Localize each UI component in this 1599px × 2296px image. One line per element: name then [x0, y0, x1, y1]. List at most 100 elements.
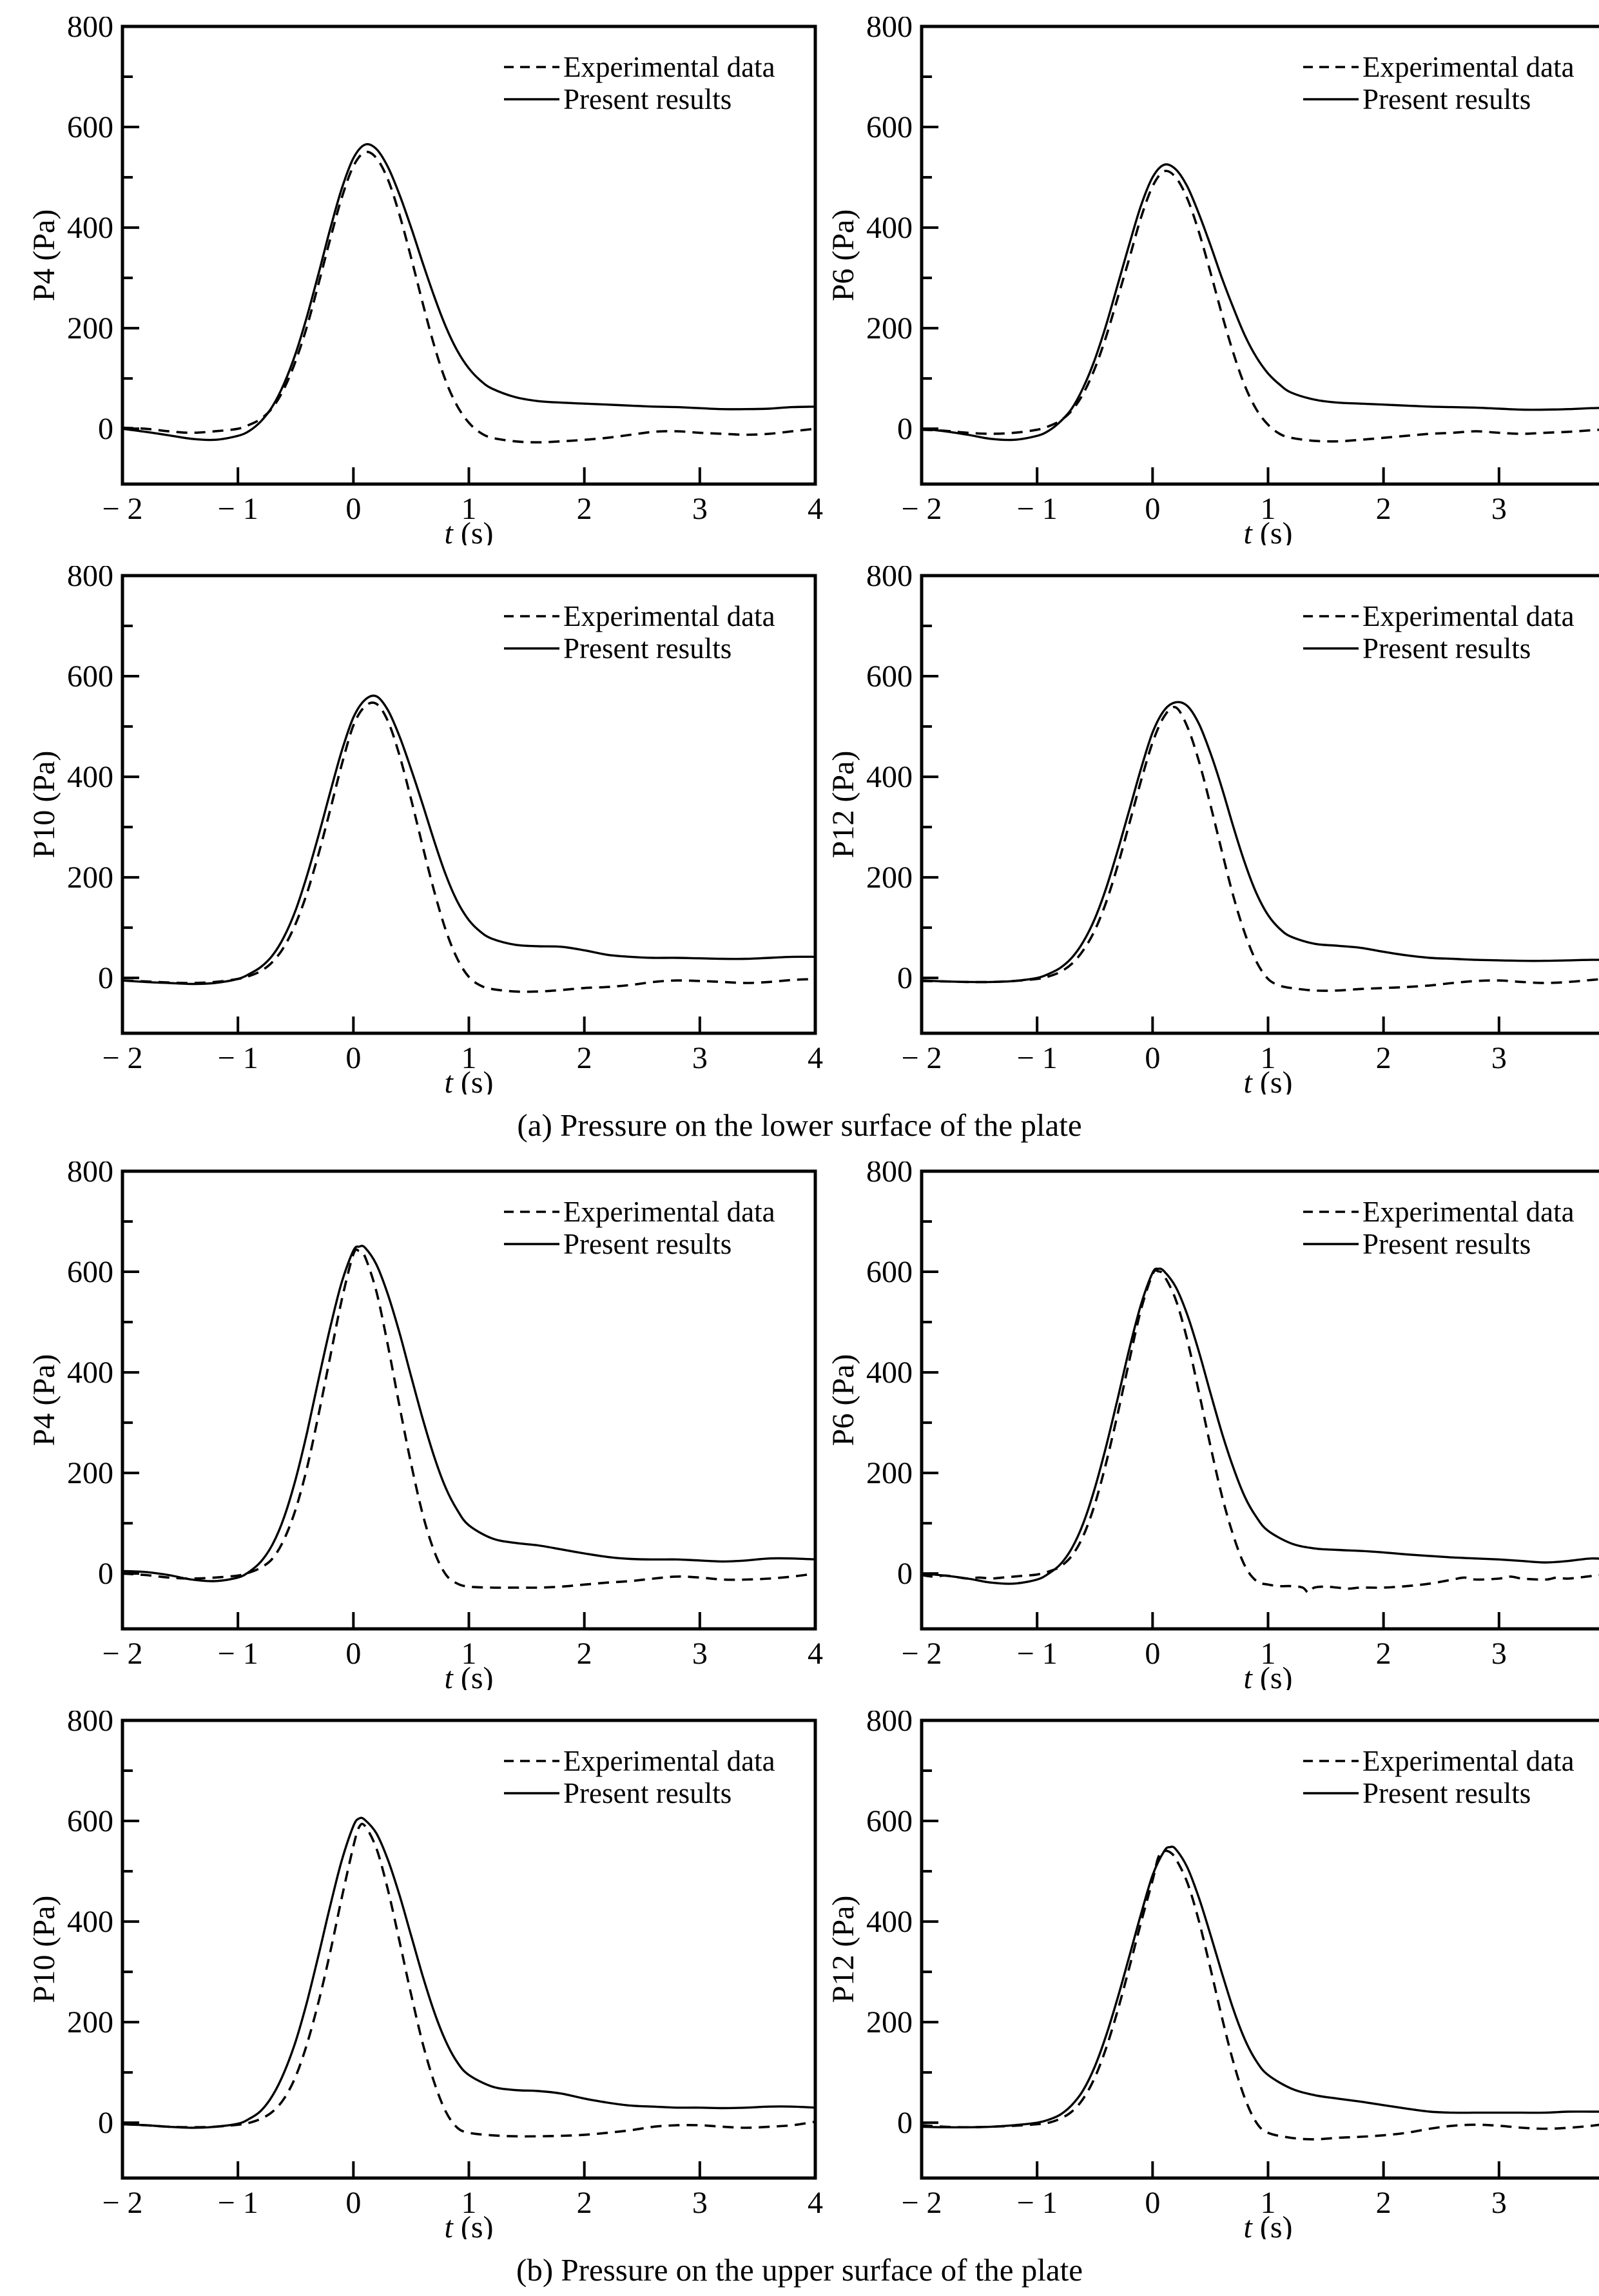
y-tick-label: 0 [98, 1557, 113, 1591]
y-axis-title: P6 (Pa) [826, 209, 860, 302]
x-tick-label: 1 [461, 492, 477, 526]
y-tick-label: 0 [98, 2106, 113, 2140]
x-tick-label: − 2 [901, 1637, 942, 1671]
x-tick-label: 4 [808, 492, 823, 526]
y-tick-label: 0 [897, 412, 913, 446]
x-tick-label: − 1 [1017, 1637, 1058, 1671]
x-tick-label: 2 [1376, 1637, 1391, 1671]
y-tick-label: 800 [866, 566, 913, 593]
x-tick-label: − 2 [102, 1041, 142, 1075]
section-a: − 2− 1 0 1 2 3 4 0 200 400 600 800 Experimental dat… [0, 6, 1599, 1151]
x-tick-label: 1 [461, 1637, 477, 1671]
legend-label-experimental: Experimental data [563, 51, 775, 83]
legend-label-experimental: Experimental data [1362, 1745, 1575, 1777]
curve-present [122, 1816, 816, 2129]
plot-a-p10: − 2 − 1 0 1 2 3 4 0 200 400 600 800 Experimental dat… [27, 566, 823, 1094]
chart-a-p10: − 2 − 1 0 1 2 3 4 0 200 400 600 800 Experimental dat… [26, 566, 825, 1094]
y-tick-label: 400 [866, 760, 913, 794]
curve-present [122, 142, 816, 442]
x-tick-label: − 2 [901, 1041, 942, 1075]
y-axis-title: P10 (Pa) [27, 1896, 61, 2003]
y-tick-label: 200 [866, 2005, 913, 2039]
legend-label-experimental: Experimental data [563, 1196, 775, 1228]
y-tick-label: 600 [866, 1804, 913, 1838]
caption-b: (b) Pressure on the upper surface of the… [516, 2252, 1083, 2288]
caption-a: (a) Pressure on the lower surface of the… [517, 1107, 1082, 1143]
y-tick-label: 400 [67, 211, 113, 245]
curve-present [921, 1845, 1599, 2128]
y-tick-label: 800 [866, 17, 913, 44]
curve-experimental [921, 706, 1599, 992]
x-axis-title: t (s) [445, 1065, 494, 1094]
y-axis-title: P12 (Pa) [826, 751, 860, 859]
y-tick-label: 200 [866, 1456, 913, 1490]
x-axis-title: t (s) [1244, 1661, 1293, 1690]
y-tick-label: 0 [897, 961, 913, 995]
x-tick-label: − 1 [1017, 1041, 1058, 1075]
x-tick-label: 2 [1376, 2186, 1391, 2220]
x-axis-title: t (s) [1244, 516, 1293, 545]
curve-experimental [122, 150, 816, 444]
y-tick-label: 600 [67, 110, 113, 144]
y-axis-title: P10 (Pa) [27, 751, 61, 859]
y-tick-label: 600 [866, 659, 913, 694]
section-b: − 2− 1 0 1 2 3 4 0 200 400 600 800 Experimental dat… [0, 1151, 1599, 2296]
x-tick-label: 1 [461, 1041, 477, 1075]
curve-present [921, 163, 1599, 442]
curve-present [921, 1267, 1599, 1585]
plot-a-p4: − 2 − 1 0 1 2 3 4 0 200 400 600 800 Experimental dat… [27, 17, 823, 545]
y-tick-label: 200 [866, 311, 913, 345]
x-tick-label: 0 [345, 2186, 361, 2220]
x-tick-label: 2 [577, 1637, 592, 1671]
legend-label-present: Present results [1362, 632, 1531, 665]
x-tick-label: 1 [1261, 1637, 1276, 1671]
x-tick-label: − 1 [218, 1041, 258, 1075]
x-tick-label: 3 [1491, 492, 1507, 526]
y-tick-label: 200 [67, 1456, 113, 1490]
x-tick-label: 0 [345, 492, 361, 526]
legend-label-present: Present results [1362, 1777, 1531, 1809]
y-tick-label: 400 [67, 1356, 113, 1390]
curve-experimental [921, 1269, 1599, 1594]
legend-label-present: Present results [563, 1777, 732, 1809]
legend-label-experimental: Experimental data [1362, 51, 1575, 83]
x-tick-label: − 2 [901, 2186, 942, 2220]
plot-b-p4: − 2 − 1 0 1 2 3 4 0 200 400 600 800 Experimental dat… [27, 1162, 823, 1690]
x-tick-label: 0 [1145, 2186, 1160, 2220]
legend-label-experimental: Experimental data [563, 1745, 775, 1777]
y-tick-label: 800 [866, 1711, 913, 1738]
y-tick-label: 0 [897, 1557, 913, 1591]
x-tick-label: 2 [577, 492, 592, 526]
x-tick-label: 3 [692, 2186, 708, 2220]
y-tick-label: 600 [67, 1255, 113, 1289]
y-axis-title: P6 (Pa) [826, 1354, 860, 1446]
x-tick-label: 3 [692, 492, 708, 526]
x-tick-label: 2 [577, 1041, 592, 1075]
x-tick-label: 2 [1376, 1041, 1391, 1075]
legend-label-present: Present results [563, 1228, 732, 1260]
y-tick-label: 0 [897, 2106, 913, 2140]
y-tick-label: 800 [866, 1162, 913, 1189]
y-tick-label: 600 [67, 659, 113, 694]
y-tick-label: 0 [98, 412, 113, 446]
y-tick-label: 600 [866, 1255, 913, 1289]
section-a-grid: − 2− 1 0 1 2 3 4 0 200 400 600 800 Experimental dat… [0, 6, 1599, 1105]
curve-experimental [921, 170, 1599, 443]
y-tick-label: 200 [67, 2005, 113, 2039]
y-tick-label: 400 [866, 211, 913, 245]
x-tick-label: 0 [1145, 1041, 1160, 1075]
x-tick-label: 1 [461, 2186, 477, 2220]
x-tick-label: 4 [808, 1041, 823, 1075]
x-tick-label: − 1 [218, 492, 258, 526]
x-tick-label: 3 [1491, 1041, 1507, 1075]
x-tick-label: 1 [1261, 492, 1276, 526]
y-axis-title: P4 (Pa) [27, 209, 61, 302]
section-b-grid: − 2− 1 0 1 2 3 4 0 200 400 600 800 Experimental dat… [0, 1151, 1599, 2250]
x-tick-label: 3 [692, 1637, 708, 1671]
x-tick-label: − 2 [102, 2186, 142, 2220]
curve-experimental [122, 1822, 816, 2138]
